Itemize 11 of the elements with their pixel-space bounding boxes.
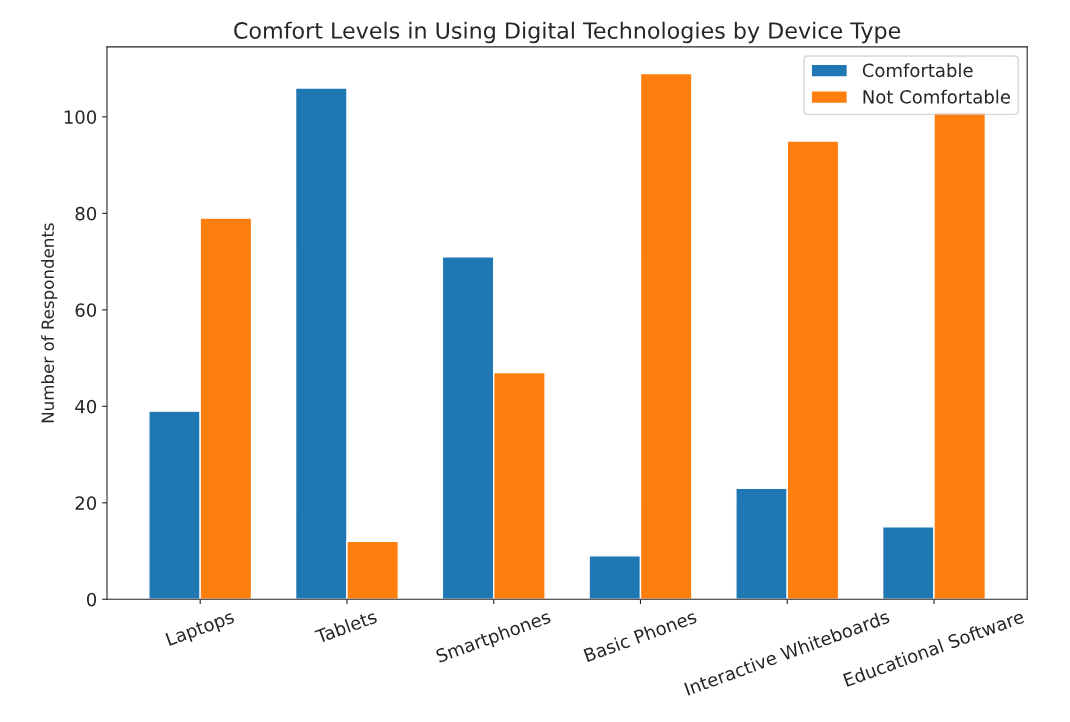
chart-title: Comfort Levels in Using Digital Technologies by Device Type (234, 21, 901, 44)
legend-label: Comfortable (862, 63, 973, 78)
legend-label: Not Comfortable (863, 89, 1010, 104)
x-tick-label: Tablets (314, 609, 378, 644)
y-tick-label: 100 (64, 110, 97, 124)
y-tick-label: 0 (86, 592, 97, 607)
y-tick-label: 60 (75, 303, 97, 317)
y-tick-label: 20 (75, 496, 97, 510)
y-axis-title: Number of Respondents (41, 223, 58, 423)
y-tick-label: 80 (75, 206, 97, 221)
y-tick-label: 40 (75, 399, 97, 414)
